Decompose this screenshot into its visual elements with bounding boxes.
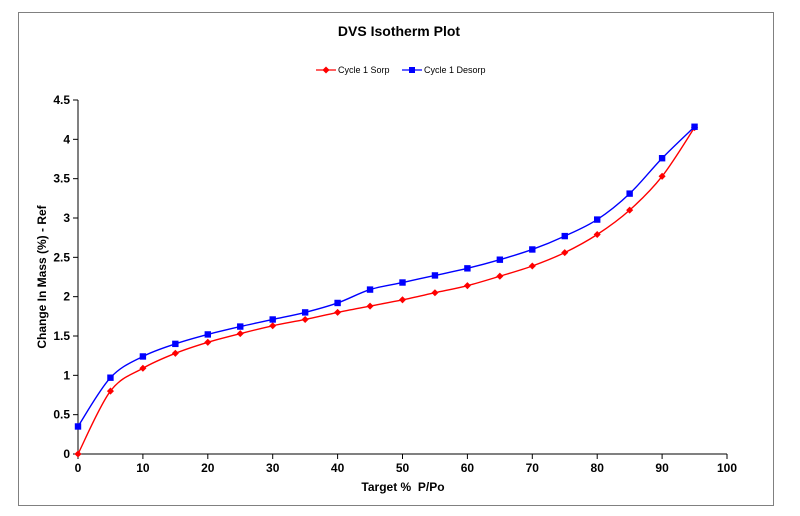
- data-point-sorp: [496, 272, 504, 280]
- legend-desorp-marker: [409, 67, 415, 73]
- data-point-desorp: [74, 423, 82, 430]
- y-tick-label: 1.5: [53, 329, 70, 343]
- y-tick-label: 4: [63, 132, 70, 146]
- axes: 0 10 20 30 40 50 60 70 80 90 100 0 0.5 1 1.5 2 2.5 3 3.5 4 4…: [53, 93, 737, 475]
- data-point-desorp: [496, 256, 504, 263]
- data-point-desorp: [594, 216, 601, 223]
- chart-frame: [18, 12, 774, 506]
- x-tick-label: 100: [717, 461, 737, 475]
- y-tick-label: 2: [63, 290, 70, 304]
- data-point-sorp: [463, 282, 471, 290]
- data-point-sorp: [74, 450, 82, 458]
- x-tick-label: 60: [461, 461, 475, 475]
- data-point-desorp: [464, 265, 471, 272]
- y-tick-label: 4.5: [53, 93, 70, 107]
- data-point-sorp: [236, 330, 244, 338]
- x-tick-label: 10: [136, 461, 150, 475]
- series-layer: [74, 123, 699, 458]
- data-point-desorp: [107, 374, 114, 381]
- data-point-sorp: [269, 322, 277, 330]
- data-point-sorp: [561, 249, 569, 257]
- chart-title: DVS Isotherm Plot: [338, 23, 460, 39]
- data-point-desorp: [139, 353, 147, 360]
- y-tick-label: 0: [63, 447, 70, 461]
- data-point-sorp: [334, 308, 342, 316]
- data-point-desorp: [626, 190, 633, 197]
- data-point-sorp: [431, 289, 439, 297]
- x-tick-label: 40: [331, 461, 345, 475]
- data-point-desorp: [399, 279, 406, 286]
- x-tick-label: 0: [75, 461, 82, 475]
- x-tick-label: 50: [396, 461, 410, 475]
- data-point-sorp: [106, 387, 114, 395]
- data-point-sorp: [366, 302, 374, 310]
- data-point-sorp: [593, 230, 601, 239]
- x-tick-label: 80: [591, 461, 605, 475]
- y-tick-label: 1: [63, 368, 70, 382]
- data-point-desorp: [334, 299, 341, 307]
- data-point-desorp: [691, 123, 698, 130]
- data-point-desorp: [204, 331, 211, 338]
- series-desorp: [74, 123, 698, 430]
- y-tick-label: 3: [63, 211, 70, 225]
- data-point-sorp: [171, 349, 179, 357]
- data-point-sorp: [204, 338, 212, 346]
- x-tick-label: 90: [655, 461, 669, 475]
- legend-desorp-label: Cycle 1 Desorp: [424, 65, 486, 75]
- legend: Cycle 1 Sorp Cycle 1 Desorp: [316, 65, 486, 75]
- x-tick-label: 30: [266, 461, 280, 475]
- data-point-desorp: [431, 272, 439, 279]
- legend-sorp-label: Cycle 1 Sorp: [338, 65, 390, 75]
- series-desorp-line: [77, 126, 696, 427]
- series-sorp: [74, 123, 699, 458]
- data-point-desorp: [237, 323, 244, 330]
- y-tick-label: 2.5: [53, 250, 70, 264]
- data-point-desorp: [269, 316, 276, 323]
- data-point-desorp: [658, 155, 666, 162]
- data-point-desorp: [301, 309, 309, 316]
- data-point-sorp: [301, 315, 309, 324]
- y-axis-title: Change In Mass (%) - Ref: [35, 204, 49, 348]
- data-point-desorp: [366, 286, 374, 293]
- data-point-sorp: [398, 296, 407, 304]
- y-tick-label: 0.5: [53, 408, 70, 422]
- data-point-desorp: [561, 232, 568, 240]
- data-point-sorp: [528, 262, 536, 270]
- x-tick-label: 20: [201, 461, 215, 475]
- x-tick-label: 70: [526, 461, 540, 475]
- y-tick-label: 3.5: [53, 172, 70, 186]
- data-point-desorp: [172, 340, 179, 348]
- legend-sorp-marker: [322, 66, 330, 74]
- series-sorp-line: [77, 127, 696, 455]
- data-point-sorp: [139, 364, 147, 372]
- x-axis-title: Target % P/Po: [361, 480, 444, 494]
- data-point-desorp: [529, 246, 536, 253]
